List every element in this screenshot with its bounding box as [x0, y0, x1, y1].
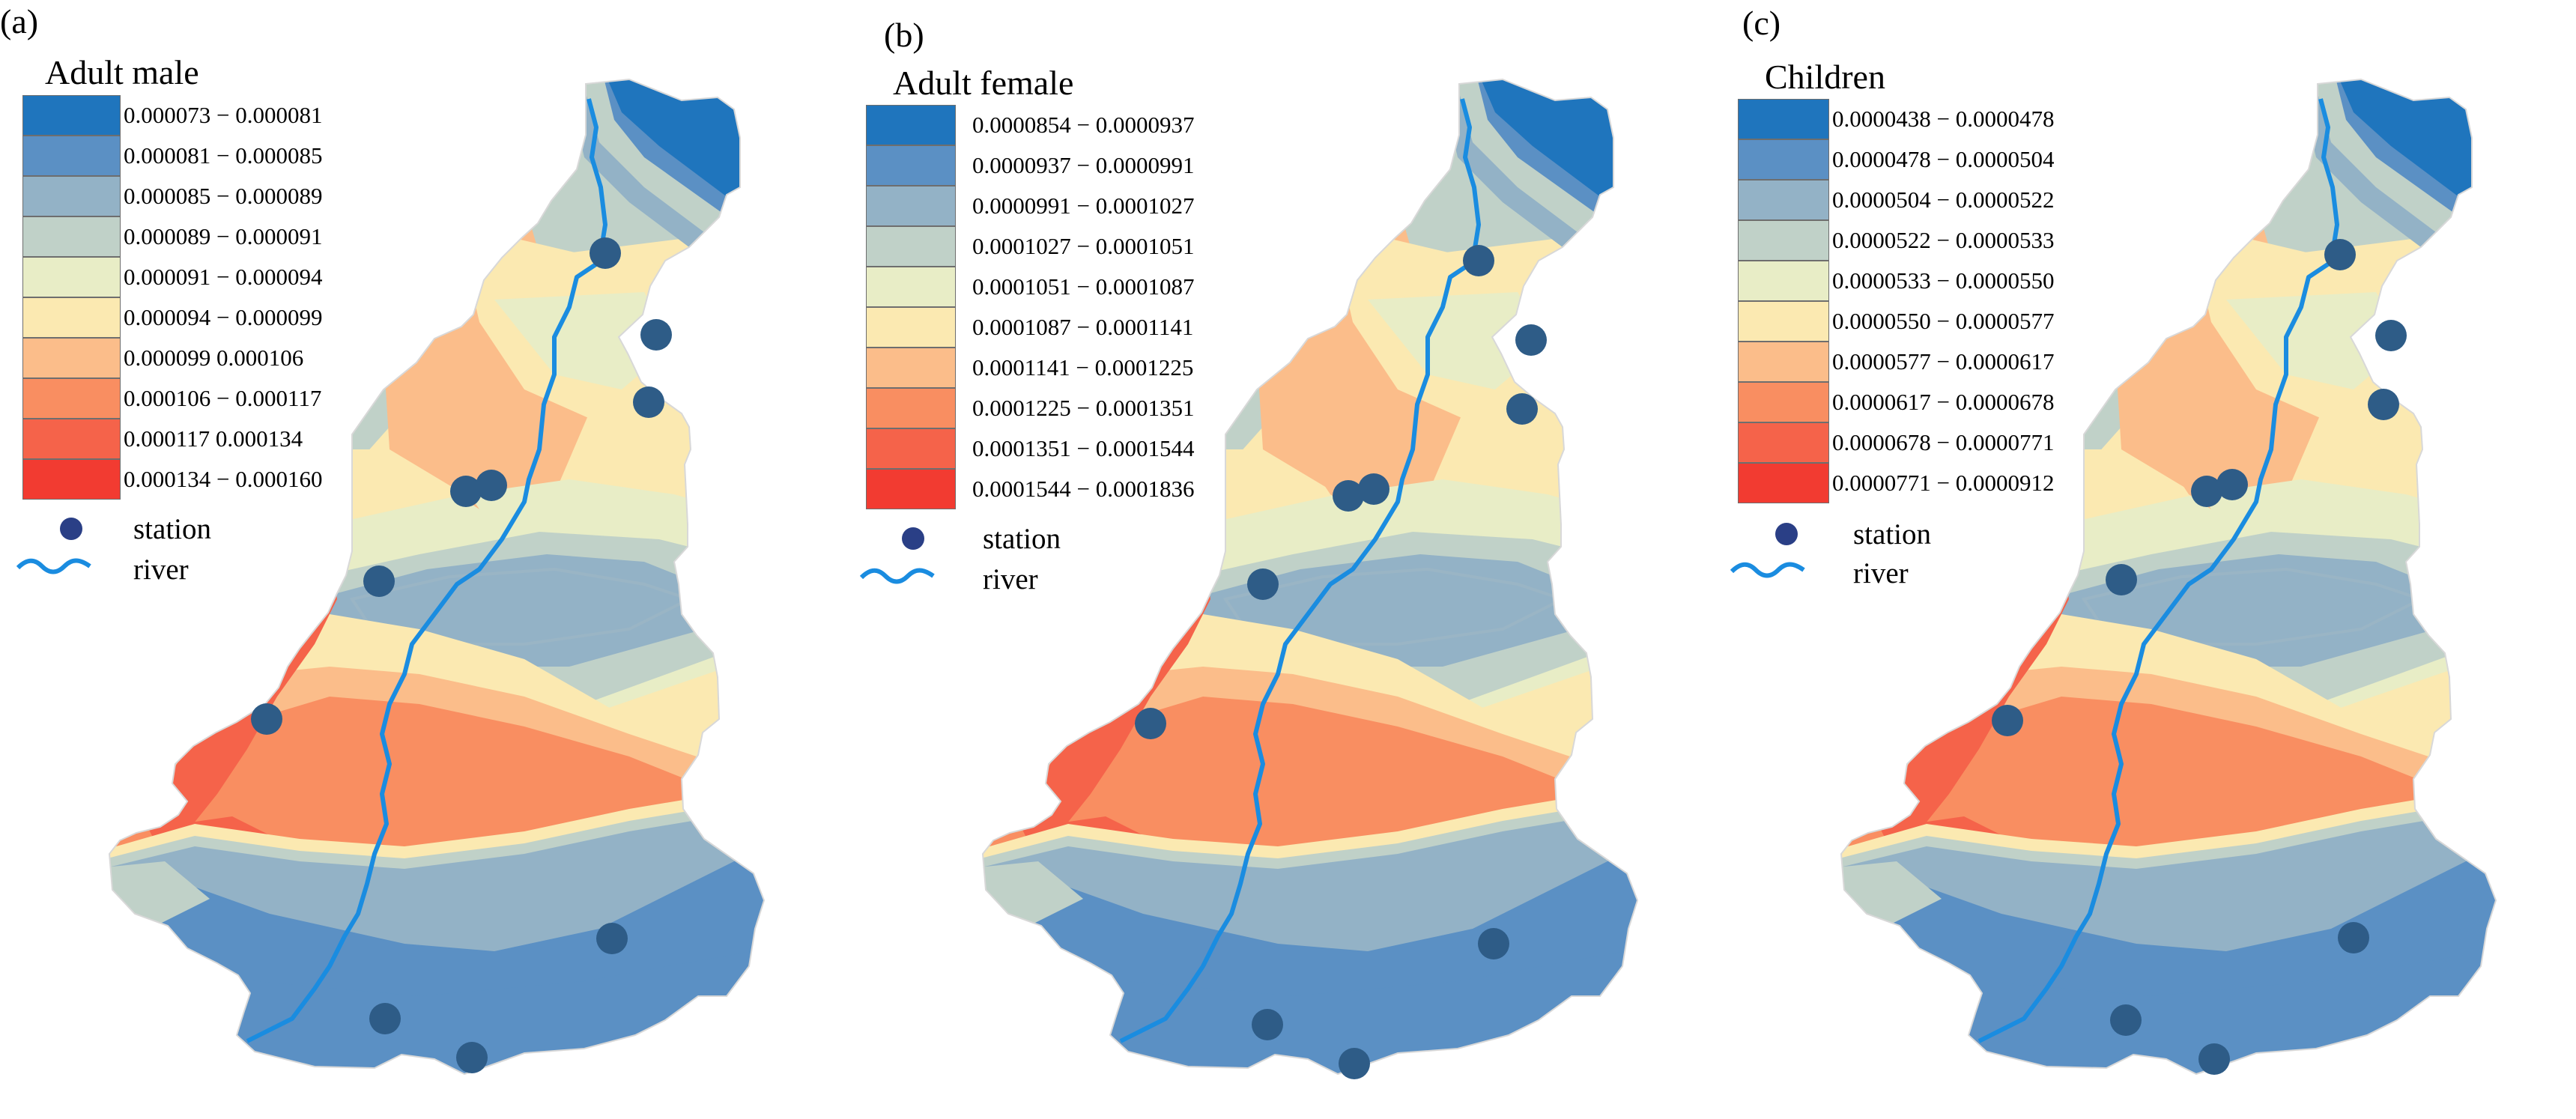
panel-label: (a)	[0, 2, 39, 40]
legend-range-2: 0.0000478 − 0.0000504	[1832, 146, 2055, 172]
legend: 0.0000438 − 0.0000478 0.0000478 − 0.0000…	[1730, 99, 2142, 593]
river-legend-label: river	[983, 563, 1038, 595]
river-legend-icon	[1730, 562, 1805, 578]
legend-swatch-5	[1738, 261, 1829, 301]
legend-range-5: 0.0001051 − 0.0001087	[972, 273, 1195, 300]
stations	[1135, 245, 1547, 1079]
legend-range-10: 0.0001544 − 0.0001836	[972, 476, 1195, 502]
legend-range-3: 0.0000991 − 0.0001027	[972, 192, 1195, 219]
legend-range-3: 0.0000504 − 0.0000522	[1832, 186, 2055, 213]
legend-swatch-3	[22, 176, 121, 216]
legend-swatch-5	[22, 257, 121, 297]
panel-label: (b)	[884, 16, 924, 54]
panel-b: (b) Adult female 0.0000854 − 0.0000937 0…	[858, 0, 1717, 1119]
legend-range-9: 0.0001351 − 0.0001544	[972, 435, 1195, 461]
legend-range-10: 0.0000771 − 0.0000912	[1832, 470, 2055, 496]
legend-swatch-1	[1738, 99, 1829, 139]
legend-range-4: 0.0001027 − 0.0001051	[972, 233, 1195, 259]
legend-swatch-3	[866, 186, 956, 226]
legend-swatch-10	[22, 459, 121, 500]
panel-a: (a) Adult male 0.000073 − 0.000081 0.000…	[0, 0, 858, 1119]
river	[1978, 98, 2339, 1043]
legend-range-1: 0.0000854 − 0.0000937	[972, 112, 1195, 138]
panel-label: (c)	[1742, 4, 1781, 42]
legend-swatch-8	[866, 388, 956, 428]
legend-swatch-8	[1738, 382, 1829, 422]
legend-swatch-6	[866, 307, 956, 348]
river-legend-icon	[860, 568, 935, 584]
legend-range-6: 0.000094 − 0.000099	[124, 304, 323, 330]
river-legend-label: river	[133, 554, 189, 586]
station-legend-label: station	[983, 523, 1061, 555]
legend-swatch-9	[866, 428, 956, 469]
legend-range-9: 0.0000678 − 0.0000771	[1832, 429, 2055, 455]
legend-swatch-10	[1738, 463, 1829, 503]
legend-swatch-9	[22, 419, 121, 459]
legend-swatch-2	[866, 145, 956, 186]
station-legend-icon	[1775, 523, 1798, 545]
legend-range-2: 0.0000937 − 0.0000991	[972, 152, 1195, 178]
risk-map	[108, 78, 766, 1076]
legend-swatch-4	[22, 216, 121, 257]
legend-range-5: 0.000091 − 0.000094	[124, 264, 323, 290]
legend-range-2: 0.000081 − 0.000085	[124, 142, 323, 169]
legend-range-4: 0.0000522 − 0.0000533	[1832, 227, 2055, 253]
legend-swatch-5	[866, 267, 956, 307]
legend-swatch-7	[1738, 342, 1829, 382]
river-legend-icon	[16, 558, 91, 574]
legend-range-7: 0.0000577 − 0.0000617	[1832, 348, 2055, 374]
stations	[1992, 239, 2407, 1075]
legend-range-5: 0.0000533 − 0.0000550	[1832, 267, 2055, 294]
legend-range-6: 0.0000550 − 0.0000577	[1832, 308, 2055, 334]
legend-range-8: 0.0001225 − 0.0001351	[972, 395, 1195, 421]
legend-range-9: 0.000117 0.000134	[124, 425, 303, 452]
legend-title: Children	[1765, 58, 1885, 96]
risk-map	[981, 78, 1639, 1079]
risk-map	[1840, 78, 2497, 1076]
legend-swatch-2	[22, 136, 121, 176]
legend-swatch-4	[866, 226, 956, 267]
legend-range-7: 0.000099 0.000106	[124, 345, 304, 371]
river	[1119, 98, 1481, 1043]
legend: 0.000073 − 0.000081 0.000081 − 0.000085 …	[16, 95, 419, 589]
legend-range-1: 0.000073 − 0.000081	[124, 102, 323, 128]
legend-title: Adult male	[45, 53, 199, 91]
legend-range-8: 0.000106 − 0.000117	[124, 385, 322, 411]
legend-swatch-7	[22, 338, 121, 378]
river	[246, 98, 607, 1043]
panel-c: (c) Children 0.0000438 − 0.0000478 0.000…	[1717, 0, 2575, 1119]
legend-range-1: 0.0000438 − 0.0000478	[1832, 106, 2055, 132]
legend-range-3: 0.000085 − 0.000089	[124, 183, 323, 209]
station-legend-label: station	[133, 513, 211, 545]
station-legend-icon	[60, 518, 82, 540]
legend-swatch-7	[866, 348, 956, 388]
legend-title: Adult female	[893, 64, 1074, 102]
river-legend-label: river	[1853, 557, 1909, 589]
legend-swatch-4	[1738, 220, 1829, 261]
legend-swatch-1	[22, 95, 121, 136]
legend-swatch-6	[22, 297, 121, 338]
legend-range-7: 0.0001141 − 0.0001225	[972, 354, 1194, 380]
legend: 0.0000854 − 0.0000937 0.0000937 − 0.0000…	[860, 105, 1270, 599]
legend-range-4: 0.000089 − 0.000091	[124, 223, 323, 249]
legend-swatch-6	[1738, 301, 1829, 342]
legend-swatch-8	[22, 378, 121, 419]
legend-swatch-2	[1738, 139, 1829, 180]
legend-swatch-3	[1738, 180, 1829, 220]
legend-swatch-9	[1738, 422, 1829, 463]
legend-range-6: 0.0001087 − 0.0001141	[972, 314, 1194, 340]
stations	[251, 237, 672, 1073]
legend-swatch-10	[866, 469, 956, 509]
legend-range-8: 0.0000617 − 0.0000678	[1832, 389, 2055, 415]
legend-range-10: 0.000134 − 0.000160	[124, 466, 323, 492]
legend-swatch-1	[866, 105, 956, 145]
station-legend-label: station	[1853, 518, 1931, 551]
station-legend-icon	[902, 527, 924, 550]
